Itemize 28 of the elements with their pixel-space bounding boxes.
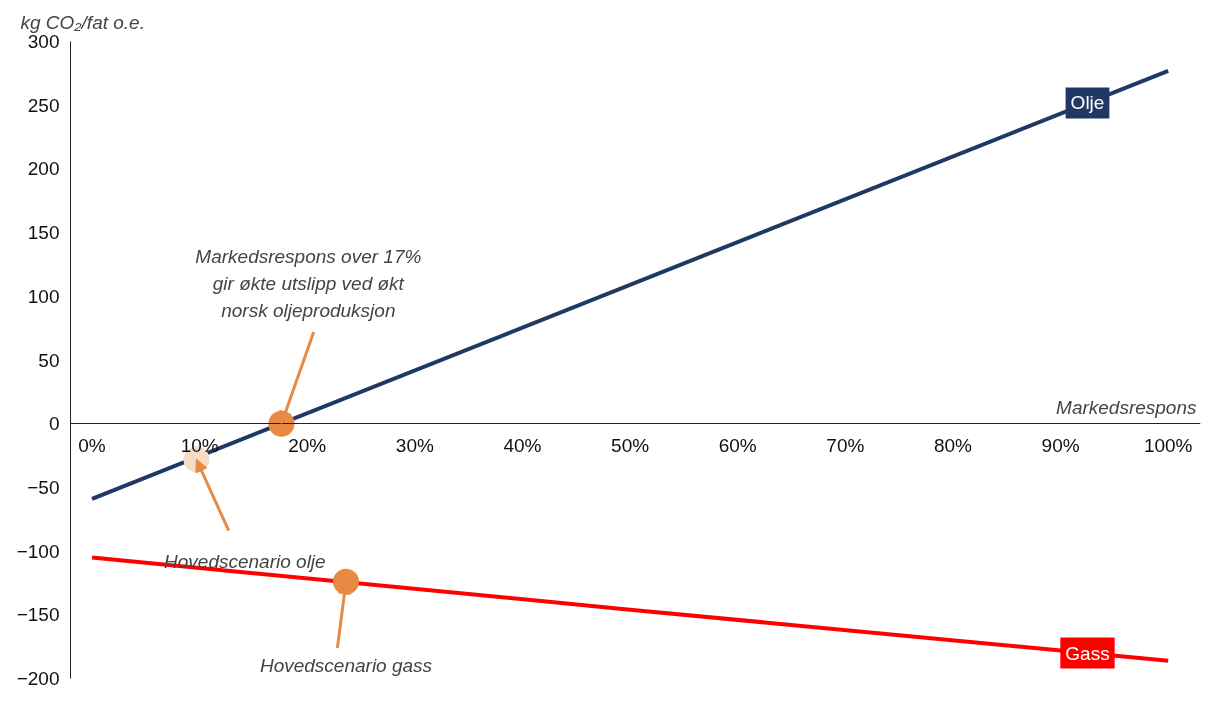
y-tick-label: 50 [38,349,60,371]
x-tick-label: 50% [611,434,650,456]
x-axis-title: Markedsrespons [1056,396,1197,418]
x-tick-label: 40% [503,434,542,456]
x-tick-label: 30% [395,434,434,456]
y-tick-label: −200 [16,668,60,689]
series-label: Olje [1070,92,1105,114]
x-tick-label: 100% [1143,434,1193,456]
x-tick-label: 80% [933,434,973,456]
y-tick-label: −100 [16,540,60,562]
y-tick-label: −50 [27,476,60,498]
x-tick-label: 60% [718,434,757,456]
annotation: Markedsrespons over 17% gir økte utslipp ved økt norsk oljeproduksjon [195,246,422,322]
annotation: Hovedscenario olje [164,550,326,572]
y-tick-label: 100 [27,285,60,307]
y-tick-label: 150 [27,222,60,244]
y-tick-label: −150 [16,604,60,626]
x-tick-label: 20% [288,434,327,456]
x-tick-label: 70% [826,434,865,456]
x-tick-label: 10% [180,434,219,456]
annotation: Hovedscenario gass [259,655,433,677]
y-axis-title: kg CO₂/fat o.e. [20,11,145,33]
x-tick-label: 90% [1041,434,1080,456]
y-tick-label: 200 [27,158,60,180]
x-tick-label: 0% [78,434,106,456]
y-tick-label: 0 [48,413,60,435]
series-label: Gass [1065,642,1110,664]
y-tick-label: 250 [27,94,60,116]
